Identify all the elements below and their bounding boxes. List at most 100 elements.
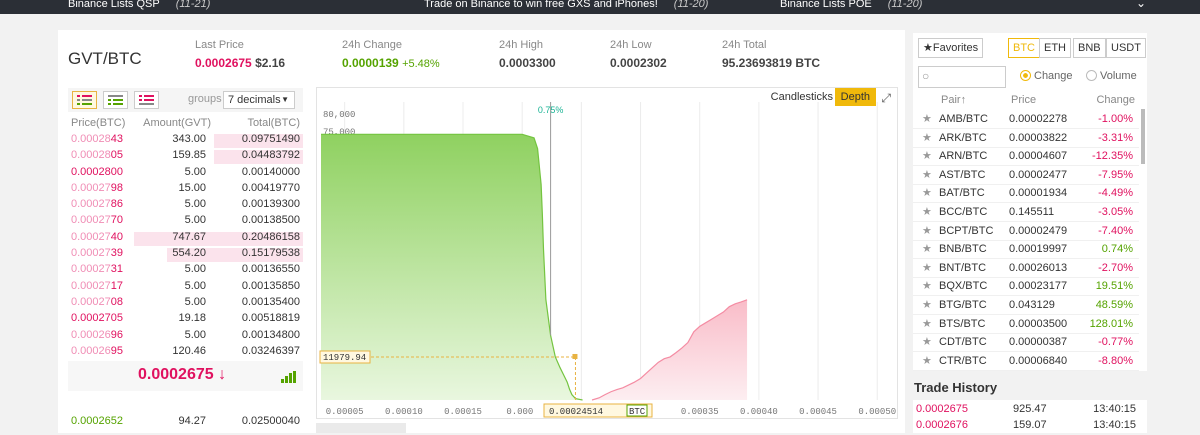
star-icon[interactable]: ★	[922, 336, 932, 349]
market-row[interactable]: ★ BNT/BTC 0.00026013 -2.70%	[913, 259, 1139, 278]
market-row[interactable]: ★ BNB/BTC 0.00019997 0.74%	[913, 240, 1139, 260]
ask-row[interactable]: 0.0002708 5.00 0.00135400	[68, 296, 303, 312]
ask-row[interactable]: 0.0002805 159.85 0.04483792	[68, 149, 303, 165]
market-row[interactable]: ★ ARN/BTC 0.00004607 -12.35%	[913, 147, 1139, 167]
search-icon: ○	[922, 69, 930, 83]
star-icon[interactable]: ★	[922, 150, 932, 163]
ask-row[interactable]: 0.0002695 120.46 0.03246397	[68, 345, 303, 361]
change-value: 0.0000139	[342, 56, 399, 70]
tab-bnb[interactable]: BNB	[1073, 38, 1106, 58]
tab-usdt[interactable]: USDT	[1106, 38, 1146, 58]
market-scrollbar[interactable]	[1141, 109, 1145, 164]
ask-row[interactable]: 0.0002717 5.00 0.00135850	[68, 280, 303, 296]
market-row[interactable]: ★ CDT/BTC 0.00000387 -0.77%	[913, 333, 1139, 353]
announcement-qsp[interactable]: Binance Lists QSP (11-21)	[68, 0, 210, 10]
chevron-down-icon[interactable]: ⌄	[1135, 0, 1146, 10]
market-row[interactable]: ★ CTR/BTC 0.00006840 -8.80%	[913, 352, 1139, 371]
bids-only-icon	[108, 95, 123, 105]
ask-total: 0.00139300	[241, 198, 300, 211]
ask-row[interactable]: 0.0002696 5.00 0.00134800	[68, 329, 303, 345]
star-icon[interactable]: ★	[922, 224, 932, 237]
pair-column-header[interactable]: Pair↑	[941, 94, 966, 106]
last-price-value: 0.0002675	[195, 56, 252, 70]
market-row[interactable]: ★ BQX/BTC 0.00023177 19.51%	[913, 277, 1139, 297]
y-cursor-box	[319, 350, 371, 364]
ask-row[interactable]: 0.0002843 343.00 0.09751490	[68, 133, 303, 149]
ask-row[interactable]: 0.0002739 554.20 0.15179538	[68, 247, 303, 263]
star-icon[interactable]: ★	[922, 317, 932, 330]
market-row[interactable]: ★ AST/BTC 0.00002477 -7.95%	[913, 166, 1139, 185]
ask-row[interactable]: 0.0002740 747.67 0.20486158	[68, 231, 303, 247]
decimals-select[interactable]: 7 decimals ▼	[223, 91, 295, 109]
ask-row[interactable]: 0.0002798 15.00 0.00419770	[68, 182, 303, 198]
view-bids-button[interactable]	[103, 91, 128, 109]
total-header: Total(BTC)	[247, 117, 300, 129]
ask-row[interactable]: 0.0002731 5.00 0.00136550	[68, 263, 303, 279]
volume-radio[interactable]: Volume	[1086, 70, 1137, 82]
ask-row[interactable]: 0.0002770 5.00 0.00138500	[68, 214, 303, 230]
market-row[interactable]: ★ BCPT/BTC 0.00002479 -7.40%	[913, 222, 1139, 241]
mid-percent-label: 0.75%	[538, 105, 564, 115]
price-column-header[interactable]: Price	[1011, 94, 1037, 106]
market-search-input[interactable]: ○	[918, 66, 1006, 88]
announcement-date: (11-20)	[887, 0, 923, 10]
groups-label: groups	[188, 93, 222, 105]
star-icon[interactable]: ★	[922, 243, 932, 256]
ask-row[interactable]: 0.0002800 5.00 0.00140000	[68, 166, 303, 182]
announcement-text[interactable]: Binance Lists POE	[780, 0, 872, 10]
star-icon[interactable]: ★	[922, 299, 932, 311]
announcement-gxs[interactable]: Trade on Binance to win free GXS and iPh…	[424, 0, 708, 10]
trade-time: 13:40:15	[1093, 419, 1136, 431]
expand-icon[interactable]: ⤢	[881, 91, 891, 105]
x-tick-label: 0.00005	[326, 407, 364, 417]
view-both-button[interactable]	[72, 91, 97, 109]
market-row[interactable]: ★ AMB/BTC 0.00002278 -1.00%	[913, 110, 1139, 129]
market-row[interactable]: ★ BTG/BTC 0.043129 48.59%	[913, 296, 1139, 315]
market-row[interactable]: ★ BTS/BTC 0.00003500 128.01%	[913, 315, 1139, 334]
bid-row[interactable]: 0.0002652 94.27 0.02500040	[68, 415, 303, 431]
market-change: -3.05%	[1098, 206, 1133, 218]
y-tick-label: 80,000	[323, 110, 355, 120]
volume-radio-label: Volume	[1100, 70, 1137, 82]
favorites-label: Favorites	[932, 42, 979, 54]
ask-row[interactable]: 0.0002705 19.18 0.00518819	[68, 312, 303, 328]
ask-depth-line	[591, 299, 748, 401]
ask-price: 0.0002696	[71, 328, 124, 341]
asks-only-icon	[139, 95, 154, 105]
depth-bar	[213, 150, 303, 165]
announcement-poe[interactable]: Binance Lists POE (11-20)	[780, 0, 922, 10]
star-icon[interactable]: ★	[922, 131, 932, 144]
market-price: 0.00001934	[1009, 187, 1068, 200]
market-price: 0.043129	[1009, 299, 1055, 311]
change-column-header[interactable]: Change	[1096, 94, 1135, 106]
orderbook-last-price: 0.0002675 ↓	[138, 366, 227, 383]
announcement-text[interactable]: Binance Lists QSP	[68, 0, 160, 10]
x-tick-label: 0.00010	[385, 407, 423, 417]
tab-candlesticks[interactable]: Candlesticks	[770, 91, 833, 103]
tab-depth[interactable]: Depth	[834, 88, 876, 106]
star-icon[interactable]: ★	[922, 206, 932, 218]
tab-eth[interactable]: ETH	[1039, 38, 1071, 58]
market-price: 0.00023177	[1009, 280, 1068, 293]
change-radio[interactable]: Change	[1020, 70, 1073, 82]
market-row[interactable]: ★ BAT/BTC 0.00001934 -4.49%	[913, 184, 1139, 204]
star-icon[interactable]: ★	[922, 113, 932, 125]
order-book-toolbar: groups 7 decimals ▼	[68, 88, 303, 112]
favorites-button[interactable]: ★Favorites	[918, 38, 984, 58]
star-icon[interactable]: ★	[922, 354, 932, 367]
star-icon[interactable]: ★	[922, 280, 932, 293]
tab-btc[interactable]: BTC	[1008, 38, 1040, 58]
asks-list: 0.0002843 343.00 0.09751490 0.0002805 159.85…	[68, 133, 303, 394]
view-asks-button[interactable]	[134, 91, 159, 109]
depth-chart-canvas[interactable]: 80,00075,00070,00065,00060,00055,00050,0…	[317, 88, 897, 418]
ask-row[interactable]: 0.0002786 5.00 0.00139300	[68, 198, 303, 214]
market-row[interactable]: ★ BCC/BTC 0.145511 -3.05%	[913, 203, 1139, 222]
star-icon[interactable]: ★	[922, 168, 932, 181]
order-form-tab[interactable]	[316, 423, 406, 433]
star-icon[interactable]: ★	[922, 261, 932, 274]
announcement-text[interactable]: Trade on Binance to win free GXS and iPh…	[424, 0, 658, 10]
star-icon[interactable]: ★	[922, 187, 932, 200]
market-row[interactable]: ★ ARK/BTC 0.00003822 -3.31%	[913, 129, 1139, 148]
ask-total: 0.00136550	[241, 263, 300, 276]
ask-price: 0.0002695	[71, 344, 124, 357]
